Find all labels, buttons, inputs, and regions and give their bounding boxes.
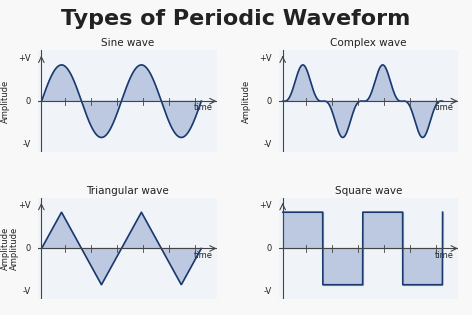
Text: time: time — [435, 251, 454, 260]
Text: -V: -V — [264, 140, 272, 149]
Text: time: time — [435, 103, 454, 112]
Text: +V: +V — [259, 54, 272, 62]
Text: 0: 0 — [25, 97, 31, 106]
Text: 0: 0 — [267, 244, 272, 253]
Title: Complex wave: Complex wave — [330, 38, 407, 48]
Text: Amplitude: Amplitude — [1, 227, 10, 270]
Text: time: time — [194, 103, 213, 112]
Text: +V: +V — [18, 54, 31, 62]
Text: +V: +V — [259, 201, 272, 210]
Text: 0: 0 — [25, 244, 31, 253]
Text: Amplitude: Amplitude — [10, 227, 19, 270]
Title: Sine wave: Sine wave — [101, 38, 154, 48]
Text: -V: -V — [264, 287, 272, 296]
Text: 0: 0 — [267, 97, 272, 106]
Text: -V: -V — [22, 140, 31, 149]
Text: time: time — [194, 251, 213, 260]
Text: Amplitude: Amplitude — [1, 80, 10, 123]
Text: Types of Periodic Waveform: Types of Periodic Waveform — [61, 9, 411, 29]
Text: -V: -V — [22, 287, 31, 296]
Text: Amplitude: Amplitude — [243, 80, 252, 123]
Title: Triangular wave: Triangular wave — [86, 186, 169, 196]
Title: Square wave: Square wave — [335, 186, 402, 196]
Text: +V: +V — [18, 201, 31, 210]
